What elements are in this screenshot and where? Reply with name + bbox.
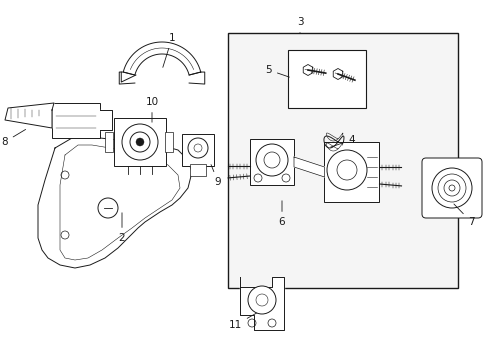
- Circle shape: [136, 138, 143, 146]
- Bar: [105, 132, 113, 152]
- Polygon shape: [332, 68, 342, 80]
- Text: 4: 4: [330, 135, 354, 147]
- Text: 6: 6: [278, 201, 285, 227]
- Bar: [164, 132, 173, 152]
- Text: 9: 9: [211, 165, 221, 187]
- Polygon shape: [189, 72, 204, 84]
- Bar: [324, 142, 379, 202]
- Polygon shape: [119, 72, 135, 84]
- Polygon shape: [293, 157, 324, 177]
- Bar: [287, 50, 365, 108]
- Text: 10: 10: [145, 97, 158, 122]
- Bar: [182, 134, 214, 166]
- Polygon shape: [5, 103, 54, 128]
- Bar: [249, 139, 293, 185]
- FancyBboxPatch shape: [421, 158, 481, 218]
- Bar: [190, 164, 205, 176]
- Circle shape: [247, 286, 275, 314]
- Bar: [52, 103, 100, 138]
- Polygon shape: [240, 277, 284, 330]
- Bar: [227, 33, 457, 288]
- Text: 11: 11: [228, 311, 259, 330]
- Polygon shape: [303, 64, 312, 76]
- Text: 2: 2: [119, 213, 125, 243]
- Polygon shape: [100, 110, 112, 130]
- Polygon shape: [38, 135, 192, 268]
- Text: 3: 3: [296, 17, 303, 33]
- Text: 1: 1: [163, 33, 175, 67]
- Text: 5: 5: [265, 65, 289, 77]
- Text: 8: 8: [1, 130, 25, 147]
- Text: 7: 7: [453, 204, 474, 227]
- Polygon shape: [123, 42, 201, 75]
- Bar: [114, 118, 165, 166]
